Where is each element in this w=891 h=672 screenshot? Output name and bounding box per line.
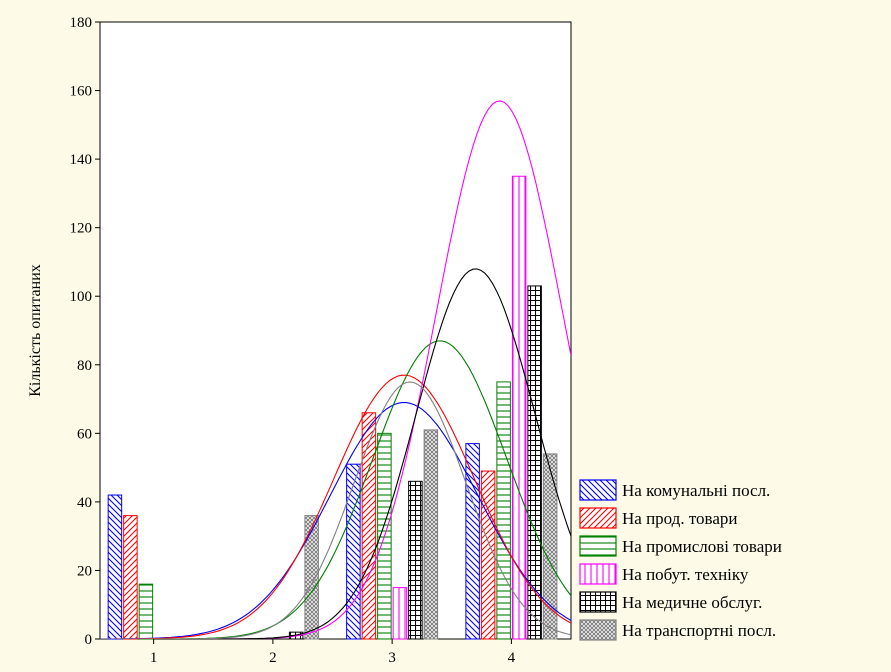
bar — [138, 583, 154, 640]
fit-curve — [100, 381, 571, 639]
legend-label: На комунальні посл. — [622, 481, 770, 500]
bar — [423, 429, 439, 640]
legend-swatch — [579, 563, 617, 585]
bar — [480, 470, 496, 640]
bar — [408, 480, 423, 640]
x-tick-label: 3 — [388, 650, 396, 666]
y-tick-label: 100 — [70, 289, 93, 305]
y-tick-label: 0 — [85, 632, 93, 648]
y-axis-title: Кількість опитаних — [27, 264, 44, 397]
x-tick-label: 1 — [150, 650, 158, 666]
fit-curve — [100, 374, 571, 639]
x-tick-label: 2 — [269, 650, 277, 666]
x-tick-label: 4 — [508, 650, 516, 666]
legend-label: На прод. товари — [622, 509, 737, 528]
y-tick-label: 60 — [77, 426, 92, 442]
bar — [123, 515, 138, 640]
bar — [542, 453, 558, 640]
bar — [496, 381, 511, 640]
legend-label: На транспортні посл. — [622, 621, 776, 640]
fit-curve — [100, 268, 571, 639]
legend-swatch — [579, 619, 617, 641]
fit-curve — [100, 402, 571, 639]
legend-label: На побут. техніку — [622, 565, 749, 584]
y-tick-label: 20 — [77, 563, 92, 579]
fit-curve — [100, 100, 571, 639]
bar — [304, 515, 319, 640]
legend-swatch — [579, 591, 617, 613]
legend-swatch — [579, 535, 617, 557]
legend-swatch — [579, 479, 617, 501]
bar — [465, 443, 480, 640]
bar — [361, 412, 377, 640]
y-tick-label: 140 — [70, 152, 93, 168]
bar — [392, 587, 408, 640]
bar — [527, 285, 542, 640]
y-tick-label: 180 — [70, 15, 93, 31]
y-tick-label: 40 — [77, 495, 92, 511]
y-tick-label: 80 — [77, 358, 92, 374]
bar — [511, 175, 527, 640]
y-tick-label: 160 — [70, 84, 93, 100]
bar — [346, 463, 361, 640]
legend-swatch — [579, 507, 617, 529]
legend-label: На промислові товари — [622, 537, 782, 556]
legend-label: На медичне обслуг. — [622, 593, 762, 612]
y-tick-label: 120 — [70, 221, 93, 237]
bar — [107, 494, 123, 640]
